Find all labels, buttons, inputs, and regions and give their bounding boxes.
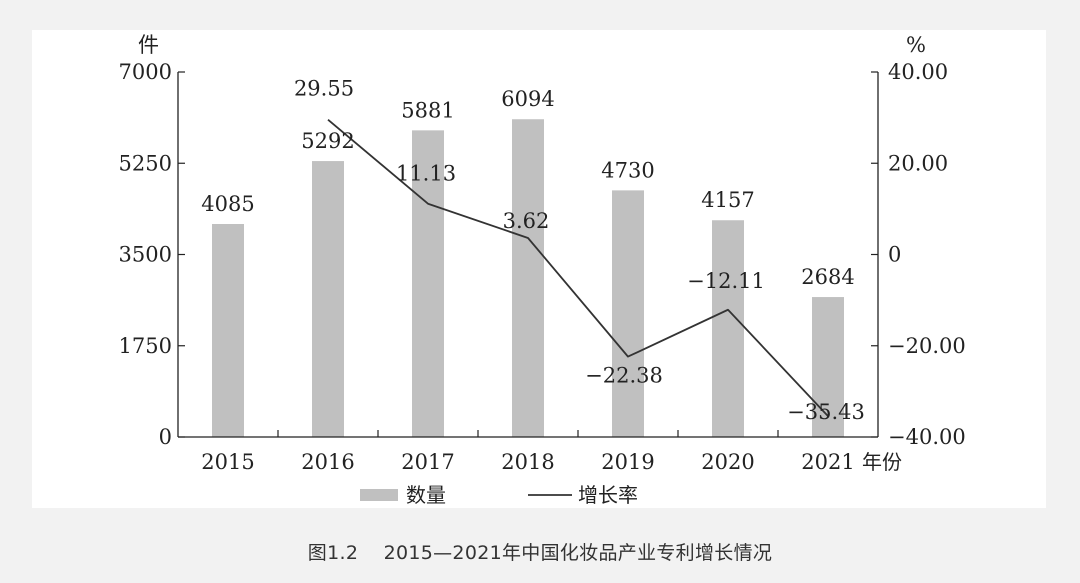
bar-2019: [612, 190, 644, 437]
bar-2015: [212, 223, 244, 437]
x-axis-unit: 年份: [862, 450, 902, 474]
x-tick-label: 2015: [201, 450, 254, 474]
x-tick-label: 2016: [301, 450, 354, 474]
bar-value-label: 4085: [201, 192, 254, 216]
figure-caption: 图1.2 2015—2021年中国化妆品产业专利增长情况: [0, 538, 1080, 565]
legend-bar-swatch: [360, 489, 398, 501]
bar-value-label: 2684: [801, 265, 854, 289]
bar-2020: [712, 220, 744, 437]
right-axis-unit: %: [906, 33, 926, 57]
x-tick-label: 2021: [801, 450, 854, 474]
line-value-label: −12.11: [687, 269, 765, 293]
line-value-label: 29.55: [294, 77, 354, 101]
x-tick-label: 2018: [501, 450, 554, 474]
combo-chart: 0 1750 3500 5250 7000 −40.00 −20.00 0 20.00 40.00…: [119, 33, 966, 507]
left-tick-label: 5250: [119, 151, 172, 175]
left-tick-label: 3500: [119, 243, 172, 267]
legend-bar-label: 数量: [406, 483, 446, 507]
caption-number: 图1.2: [307, 542, 359, 564]
bar-2021: [812, 297, 844, 437]
bar-2017: [412, 130, 444, 438]
bar-value-label: 4157: [701, 188, 754, 212]
line-value-label: 11.13: [396, 162, 456, 186]
bar-2018: [512, 119, 544, 438]
line-value-label: −22.38: [585, 364, 663, 388]
right-tick-label: 0: [888, 243, 901, 267]
x-tick-label: 2017: [401, 450, 454, 474]
bar-value-label: 6094: [501, 87, 554, 111]
left-tick-label: 1750: [119, 334, 172, 358]
right-tick-label: −40.00: [888, 425, 966, 449]
line-value-label: −35.43: [787, 400, 865, 424]
x-tick-label: 2020: [701, 450, 754, 474]
left-axis-unit: 件: [138, 33, 159, 57]
bar-value-label: 5292: [301, 129, 354, 153]
growth-rate-line: [327, 118, 829, 417]
bar-2016: [312, 161, 344, 437]
right-tick-label: 20.00: [888, 151, 948, 175]
bar-value-label: 5881: [401, 98, 454, 122]
bar-value-label: 4730: [601, 158, 654, 182]
line-value-label: 3.62: [503, 209, 550, 233]
x-tick-label: 2019: [601, 450, 654, 474]
left-tick-label: 7000: [119, 60, 172, 84]
chart-panel: 0 1750 3500 5250 7000 −40.00 −20.00 0 20.00 40.00…: [32, 30, 1046, 508]
right-tick-label: 40.00: [888, 60, 948, 84]
right-tick-label: −20.00: [888, 334, 966, 358]
left-tick-label: 0: [159, 425, 172, 449]
caption-text: 2015—2021年中国化妆品产业专利增长情况: [383, 542, 773, 564]
legend-line-label: 增长率: [578, 483, 638, 507]
